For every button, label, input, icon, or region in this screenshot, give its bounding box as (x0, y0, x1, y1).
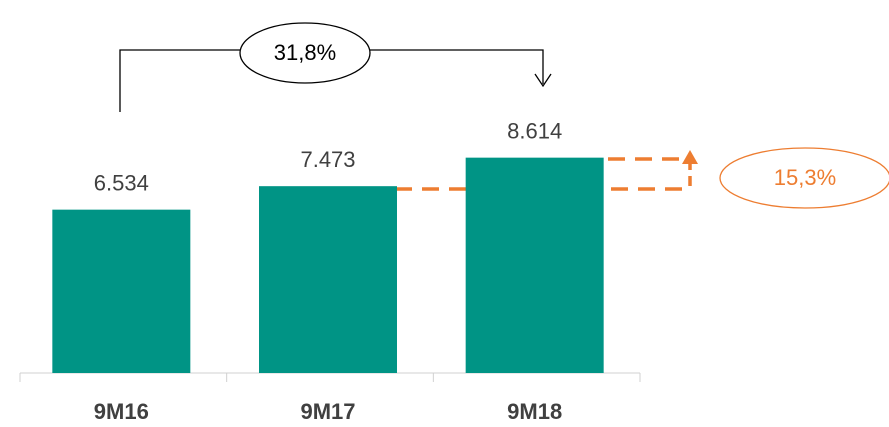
value-label: 8.614 (507, 118, 562, 143)
x-tick-label: 9M16 (94, 399, 149, 424)
bar (52, 209, 191, 373)
x-tick-label: 9M17 (300, 399, 355, 424)
value-label: 7.473 (300, 147, 355, 172)
growth-bracket (119, 22, 552, 112)
bracket-line (370, 49, 544, 84)
arrow-head (682, 150, 698, 164)
annotation-ellipse (719, 147, 889, 209)
annotation: 31,8% (274, 40, 336, 65)
annotation-ellipse (239, 22, 371, 84)
bracket-line (119, 49, 240, 112)
x-tick-label: 9M18 (507, 399, 562, 424)
bar (259, 186, 397, 373)
annotation: 15,3% (774, 165, 836, 190)
bracket-arrow (534, 73, 552, 88)
bar (465, 157, 604, 373)
value-label: 6.534 (94, 170, 149, 195)
